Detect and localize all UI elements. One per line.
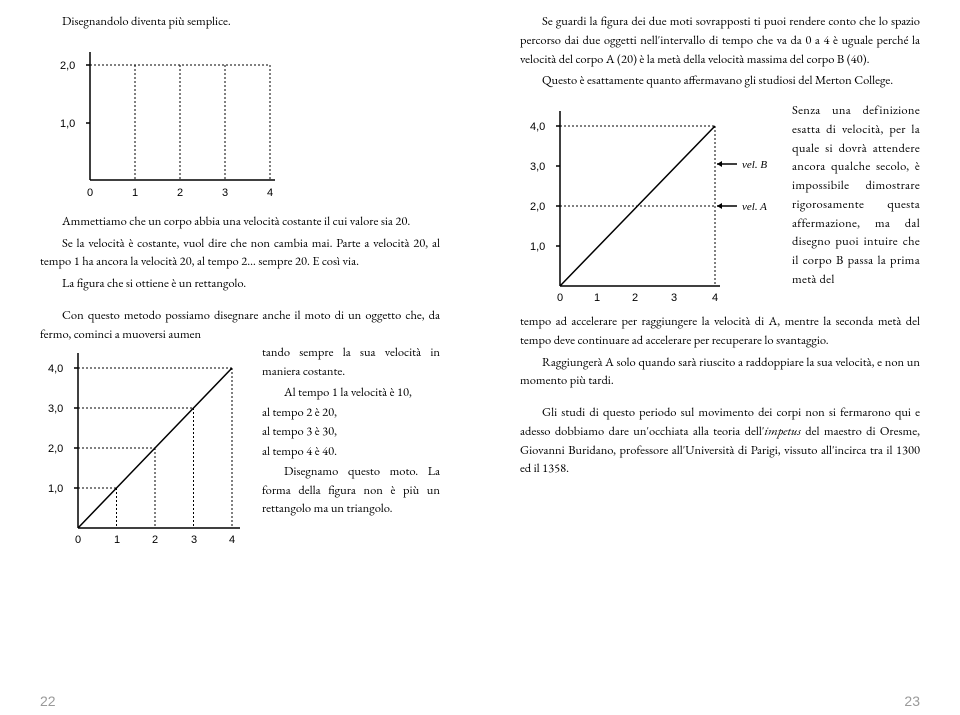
svg-text:4: 4	[229, 534, 235, 546]
svg-text:4: 4	[267, 187, 273, 199]
svg-text:1,0: 1,0	[530, 241, 545, 253]
p2: Ammettiamo che un corpo abbia una veloci…	[40, 212, 440, 231]
page-right: Se guardi la figura dei due moti sovrapp…	[480, 0, 960, 715]
svg-text:3: 3	[671, 292, 677, 304]
svg-text:2,0: 2,0	[48, 443, 63, 455]
rp3: Gli studi di questo periodo sul moviment…	[520, 403, 920, 478]
p9: al tempo 3 è 30,	[262, 422, 440, 441]
rp1: Se guardi la figura dei due moti sovrapp…	[520, 12, 920, 68]
p10: al tempo 4 è 40.	[262, 442, 440, 461]
vel-a-label: vel. A	[742, 201, 767, 213]
svg-text:1,0: 1,0	[60, 118, 75, 130]
fig2-row: 4,0 3,0 2,0 1,0 0	[40, 343, 440, 553]
fig3-side-text: Senza una definizione esatta di velocità…	[792, 101, 920, 292]
svg-text:2: 2	[152, 534, 158, 546]
vel-b-label: vel. B	[742, 159, 767, 171]
fig3-row: 4,0 3,0 2,0 1,0 0 1 2 3 4	[520, 101, 920, 316]
svg-text:2: 2	[632, 292, 638, 304]
figure-1-constant-velocity: 2,0 1,0 0 1 2 3 4	[50, 40, 440, 206]
p5: Con questo metodo possiamo disegnare anc…	[40, 306, 440, 344]
svg-text:2: 2	[177, 187, 183, 199]
svg-text:1: 1	[132, 187, 138, 199]
p4: La figura che si ottiene è un rettangolo…	[40, 274, 440, 293]
svg-text:0: 0	[75, 534, 81, 546]
figure-3-overlapped: 4,0 3,0 2,0 1,0 0 1 2 3 4	[520, 101, 780, 316]
fig2-side-text: tando sempre la sua velocità in maniera …	[262, 343, 440, 521]
svg-text:3,0: 3,0	[530, 161, 545, 173]
p8: al tempo 2 è 20,	[262, 403, 440, 422]
p3: Se la velocità è costante, vuol dire che…	[40, 234, 440, 272]
svg-text:1: 1	[594, 292, 600, 304]
svg-text:3: 3	[222, 187, 228, 199]
svg-text:3,0: 3,0	[48, 403, 63, 415]
p1: Disegnandolo diventa più semplice.	[40, 12, 440, 31]
page-number-right: 23	[904, 693, 920, 709]
svg-text:0: 0	[557, 292, 563, 304]
svg-text:4,0: 4,0	[48, 363, 63, 375]
p7: Al tempo 1 la velocità è 10,	[262, 383, 440, 402]
rr1: Senza una definizione esatta di velocità…	[792, 101, 920, 289]
svg-text:1,0: 1,0	[48, 483, 63, 495]
rp2: Questo è esattamente quanto affermavano …	[520, 71, 920, 90]
svg-text:4: 4	[712, 292, 718, 304]
svg-text:1: 1	[114, 534, 120, 546]
rr3: Raggiungerà A solo quando sarà riuscito …	[520, 353, 920, 391]
page-left: Disegnandolo diventa più semplice. 2,0 1…	[0, 0, 480, 715]
rp3i: impetus	[764, 422, 801, 439]
figure-2-triangle: 4,0 3,0 2,0 1,0 0	[40, 343, 250, 553]
svg-text:3: 3	[191, 534, 197, 546]
p6: tando sempre la sua velocità in maniera …	[262, 343, 440, 381]
svg-text:4,0: 4,0	[530, 121, 545, 133]
svg-text:0: 0	[87, 187, 93, 199]
svg-text:2,0: 2,0	[530, 201, 545, 213]
rr2: tempo ad accelerare per raggiungere la v…	[520, 312, 920, 350]
svg-text:2,0: 2,0	[60, 60, 75, 72]
p11: Disegnamo questo moto. La forma della fi…	[262, 462, 440, 518]
page-number-left: 22	[40, 693, 56, 709]
